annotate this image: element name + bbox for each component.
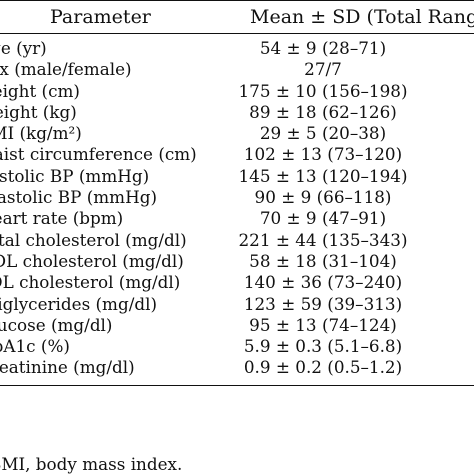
table-row: LDL cholesterol (mg/dl) 140 ± 36 (73–240)	[0, 272, 474, 293]
cell-value: 5.9 ± 0.3 (5.1–6.8)	[243, 336, 403, 357]
cell-parameter: Systolic BP (mmHg)	[0, 165, 150, 186]
table-header: Parameter Mean ± SD (Total Range)	[0, 1, 474, 33]
cell-parameter: Heart rate (bpm)	[0, 208, 124, 229]
table-row: HDL cholesterol (mg/dl) 58 ± 18 (31–104)	[0, 251, 474, 272]
cell-value: 123 ± 59 (39–313)	[243, 293, 403, 314]
cell-value: 58 ± 18 (31–104)	[249, 250, 397, 271]
cell-parameter: Glucose (mg/dl)	[0, 314, 113, 335]
table-header-rule	[0, 33, 474, 34]
data-table: Parameter Mean ± SD (Total Range) Age (y…	[0, 0, 474, 386]
cell-parameter: Height (cm)	[0, 80, 80, 101]
header-parameter: Parameter	[50, 6, 151, 28]
cell-parameter: Triglycerides (mg/dl)	[0, 293, 158, 314]
cell-value: 70 ± 9 (47–91)	[259, 208, 387, 229]
cell-value: 102 ± 13 (73–120)	[243, 144, 403, 165]
cell-value: 145 ± 13 (120–194)	[238, 165, 408, 186]
table-footnote: BMI, body mass index.	[0, 454, 183, 474]
table-row: Glucose (mg/dl) 95 ± 13 (74–124)	[0, 315, 474, 336]
cell-parameter: Creatinine (mg/dl)	[0, 357, 135, 378]
cell-value: 140 ± 36 (73–240)	[243, 272, 403, 293]
table-row: Age (yr) 54 ± 9 (28–71)	[0, 38, 474, 59]
table-row: Sex (male/female) 27/7	[0, 59, 474, 80]
cell-parameter: Sex (male/female)	[0, 59, 132, 80]
table-top-rule	[0, 0, 474, 1]
cell-value: 221 ± 44 (135–343)	[238, 229, 408, 250]
cell-value: 175 ± 10 (156–198)	[238, 80, 408, 101]
table-row: Total cholesterol (mg/dl) 221 ± 44 (135–3…	[0, 230, 474, 251]
table-body: Age (yr) 54 ± 9 (28–71) Sex (male/female) 2…	[0, 34, 474, 379]
cell-parameter: HbA1c (%)	[0, 336, 70, 357]
cell-value: 0.9 ± 0.2 (0.5–1.2)	[243, 357, 403, 378]
cell-value: 90 ± 9 (66–118)	[254, 187, 392, 208]
cell-value: 29 ± 5 (20–38)	[259, 123, 387, 144]
table-row: HbA1c (%) 5.9 ± 0.3 (5.1–6.8)	[0, 336, 474, 357]
cell-value: 95 ± 13 (74–124)	[249, 314, 397, 335]
cell-value: 54 ± 9 (28–71)	[259, 38, 387, 58]
table-row: Triglycerides (mg/dl) 123 ± 59 (39–313)	[0, 294, 474, 315]
cell-parameter: Waist circumference (cm)	[0, 144, 197, 165]
cell-value: 89 ± 18 (62–126)	[249, 101, 397, 122]
header-value: Mean ± SD (Total Range)	[250, 6, 474, 28]
table-bottom-rule	[0, 384, 474, 386]
table-row: Weight (kg) 89 ± 18 (62–126)	[0, 102, 474, 123]
table-row: Diastolic BP (mmHg) 90 ± 9 (66–118)	[0, 187, 474, 208]
table-row: Creatinine (mg/dl) 0.9 ± 0.2 (0.5–1.2)	[0, 357, 474, 378]
cell-parameter: LDL cholesterol (mg/dl)	[0, 272, 181, 293]
table-row: BMI (kg/m²) 29 ± 5 (20–38)	[0, 123, 474, 144]
cell-parameter: BMI (kg/m²)	[0, 123, 82, 144]
cell-parameter: Weight (kg)	[0, 101, 77, 122]
table-row: Heart rate (bpm) 70 ± 9 (47–91)	[0, 208, 474, 229]
cell-value: 27/7	[304, 59, 342, 80]
table-row: Waist circumference (cm) 102 ± 13 (73–120…	[0, 144, 474, 165]
table-row: Systolic BP (mmHg) 145 ± 13 (120–194)	[0, 166, 474, 187]
cell-parameter: HDL cholesterol (mg/dl)	[0, 250, 184, 271]
cell-parameter: Diastolic BP (mmHg)	[0, 187, 158, 208]
cell-parameter: Age (yr)	[0, 38, 47, 58]
table-row: Height (cm) 175 ± 10 (156–198)	[0, 81, 474, 102]
cell-parameter: Total cholesterol (mg/dl)	[0, 229, 187, 250]
